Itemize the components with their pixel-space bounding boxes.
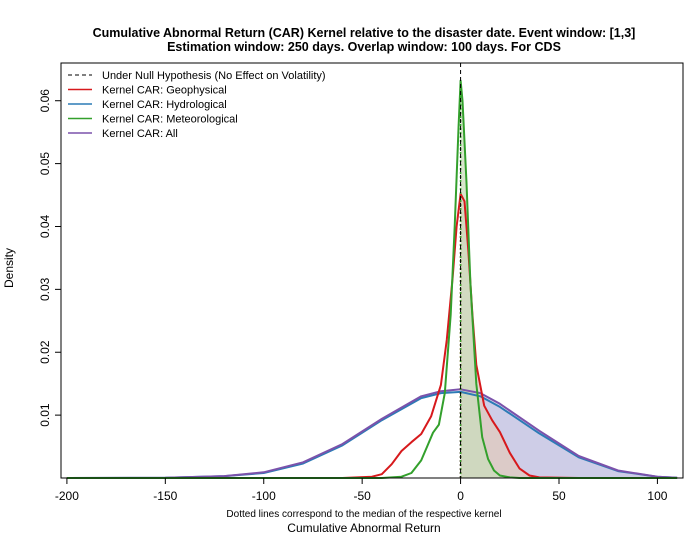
y-tick-label: 0.05 <box>38 152 52 176</box>
legend-label: Under Null Hypothesis (No Effect on Vola… <box>102 70 326 82</box>
kernel-line-kernel-car-geophysical <box>66 192 678 479</box>
legend-label: Kernel CAR: Geophysical <box>102 85 227 97</box>
kernel-fill-layer <box>460 80 678 479</box>
y-tick-label: 0.06 <box>38 89 52 113</box>
y-tick-label: 0.02 <box>38 340 52 364</box>
legend: Under Null Hypothesis (No Effect on Vola… <box>68 70 326 140</box>
y-axis: 0.01 0.02 0.03 0.04 0.05 0.06 <box>38 89 61 427</box>
x-axis-label: Cumulative Abnormal Return <box>287 521 440 535</box>
x-tick-label: -100 <box>252 489 276 503</box>
legend-label: Kernel CAR: Meteorological <box>102 114 238 126</box>
y-tick-label: 0.03 <box>38 277 52 301</box>
x-axis: -200 -150 -100 -50 0 50 100 <box>55 477 668 503</box>
kernel-fill-kernel-car-geophysical <box>460 193 678 479</box>
chart-subtitle: Estimation window: 250 days. Overlap win… <box>167 40 561 54</box>
x-tick-label: 50 <box>552 489 566 503</box>
legend-label: Kernel CAR: Hydrological <box>102 99 227 111</box>
x-tick-label: 100 <box>647 489 667 503</box>
kernel-line-kernel-car-all <box>66 388 678 479</box>
x-axis-note: Dotted lines correspond to the median of… <box>226 509 501 520</box>
y-tick-label: 0.04 <box>38 214 52 238</box>
x-tick-label: -200 <box>55 489 79 503</box>
y-tick-label: 0.01 <box>38 403 52 427</box>
x-tick-label: -50 <box>353 489 371 503</box>
kernel-line-layer <box>66 79 678 479</box>
x-tick-label: -150 <box>153 489 177 503</box>
kernel-line-kernel-car-meteorological <box>66 79 678 479</box>
x-tick-label: 0 <box>457 489 464 503</box>
legend-label: Kernel CAR: All <box>102 128 178 140</box>
kernel-fill-kernel-car-all <box>460 389 678 478</box>
chart-title: Cumulative Abnormal Return (CAR) Kernel … <box>93 26 636 40</box>
y-axis-label: Density <box>2 248 16 288</box>
